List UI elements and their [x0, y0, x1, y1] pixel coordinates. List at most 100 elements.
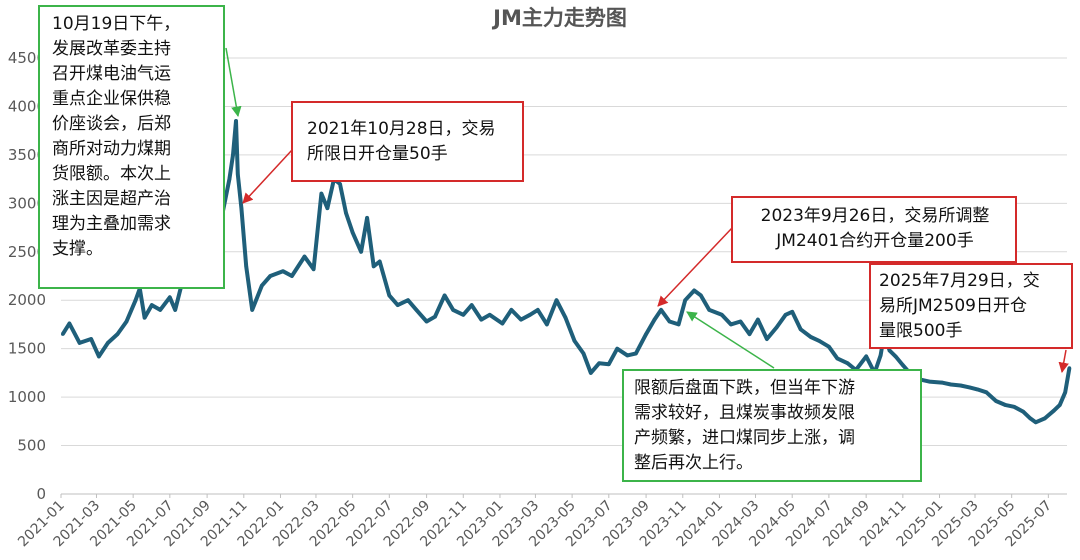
y-tick-label: 500: [17, 437, 46, 455]
data-point: [949, 382, 953, 387]
data-point: [572, 339, 577, 343]
data-point: [371, 264, 376, 269]
y-tick-label: 1000: [8, 388, 46, 406]
data-point: [809, 335, 813, 339]
data-point: [124, 319, 129, 324]
data-point: [1058, 403, 1062, 407]
data-point: [451, 308, 455, 312]
data-point: [747, 332, 752, 336]
note-line: 2021年10月28日，交易: [307, 119, 496, 139]
annotation-note-5: 限额后盘面下跌，但当年下游 需求较好，且煤炭事故频发限 产频繁，进口煤同步上涨，…: [622, 369, 922, 482]
note-line: 发展改革委主持: [52, 39, 171, 59]
data-point: [878, 353, 883, 358]
data-point: [940, 380, 944, 385]
data-point: [676, 322, 681, 327]
data-point: [133, 298, 138, 303]
data-point: [1043, 416, 1047, 421]
note-line: 召开煤电油气运: [52, 64, 171, 84]
note-line: 重点企业保供稳: [52, 89, 171, 109]
y-tick-label: 0: [36, 485, 46, 503]
note-line: 易所JM2509日开仓: [879, 296, 1027, 316]
data-point: [281, 269, 285, 274]
data-point: [845, 361, 850, 366]
data-point: [469, 303, 474, 307]
data-point: [395, 303, 400, 307]
data-point: [479, 317, 484, 322]
note-line: 产频繁，进口煤同步上涨，调: [634, 428, 855, 448]
data-point: [350, 230, 355, 235]
annotation-note-3: 2023年9月26日，交易所调整 JM2401合约开仓量200手: [731, 196, 1017, 263]
data-point: [893, 354, 898, 359]
grid-lines: [61, 57, 1067, 447]
data-point: [519, 317, 523, 322]
chart-title: JM主力走势图: [491, 6, 627, 30]
note-line: 价座谈会，后郑: [52, 114, 171, 134]
data-point: [290, 274, 294, 278]
data-point: [692, 288, 696, 293]
y-tick-label: 4500: [8, 49, 46, 67]
data-point: [1063, 390, 1067, 395]
note-line: 量限500手: [879, 321, 963, 341]
y-tick-label: 2000: [8, 291, 46, 309]
data-point: [168, 295, 172, 300]
data-point: [774, 325, 779, 330]
data-point: [790, 310, 794, 314]
data-point: [173, 308, 177, 312]
data-point: [967, 385, 972, 390]
data-point: [554, 298, 559, 303]
note-line: 货限额。本次上: [52, 164, 171, 184]
note-line: 涨主因是超产治: [52, 189, 171, 209]
data-point: [227, 177, 232, 181]
data-point: [89, 337, 93, 341]
data-point: [994, 399, 998, 403]
data-point: [461, 313, 466, 317]
note-line: 2025年7月29日，交: [879, 271, 1040, 291]
data-point: [545, 322, 549, 327]
data-point: [958, 383, 963, 388]
data-point: [319, 191, 324, 196]
note-line: 整后再次上行。: [634, 453, 753, 473]
data-point: [338, 182, 342, 186]
data-point: [325, 206, 330, 210]
data-point: [67, 321, 72, 326]
note-line: 10月19日下午，: [52, 14, 181, 34]
data-point: [644, 332, 648, 336]
data-point: [667, 319, 672, 324]
data-point: [607, 362, 611, 367]
annotation-note-4: 2025年7月29日，交 易所JM2509日开仓 量限500手: [869, 263, 1073, 349]
data-point: [61, 332, 65, 336]
data-point: [239, 206, 244, 210]
data-point: [260, 283, 264, 288]
data-point: [268, 274, 273, 278]
note-line: 理为主叠加需求: [52, 214, 171, 234]
data-point: [729, 322, 733, 327]
data-point: [707, 308, 711, 312]
data-point: [563, 315, 568, 320]
data-point: [887, 348, 892, 353]
arrow-green-1: [225, 47, 242, 118]
note-line: 支撑。: [52, 239, 103, 259]
data-point: [359, 250, 363, 254]
arrow-red-2: [657, 227, 733, 307]
data-point: [1012, 405, 1016, 409]
note-line: 商所对动力煤期: [52, 139, 171, 159]
data-point: [683, 298, 687, 303]
y-tick-label: 1500: [8, 340, 46, 358]
data-point: [984, 390, 989, 395]
annotation-note-2: 2021年10月28日，交易 所限日开仓量50手: [291, 101, 524, 182]
y-tick-label: 3000: [8, 194, 46, 212]
data-point: [244, 264, 248, 269]
y-tick-label: 2500: [8, 243, 46, 261]
data-point: [487, 313, 492, 317]
data-point: [158, 308, 162, 312]
data-point: [106, 341, 110, 345]
data-point: [652, 317, 657, 322]
note-line: 需求较好，且煤炭事故频发限: [634, 403, 855, 423]
data-point: [615, 346, 619, 351]
data-point: [581, 351, 586, 356]
data-point: [500, 321, 505, 326]
data-point: [738, 319, 743, 324]
data-point: [509, 308, 514, 312]
data-point: [927, 379, 932, 384]
